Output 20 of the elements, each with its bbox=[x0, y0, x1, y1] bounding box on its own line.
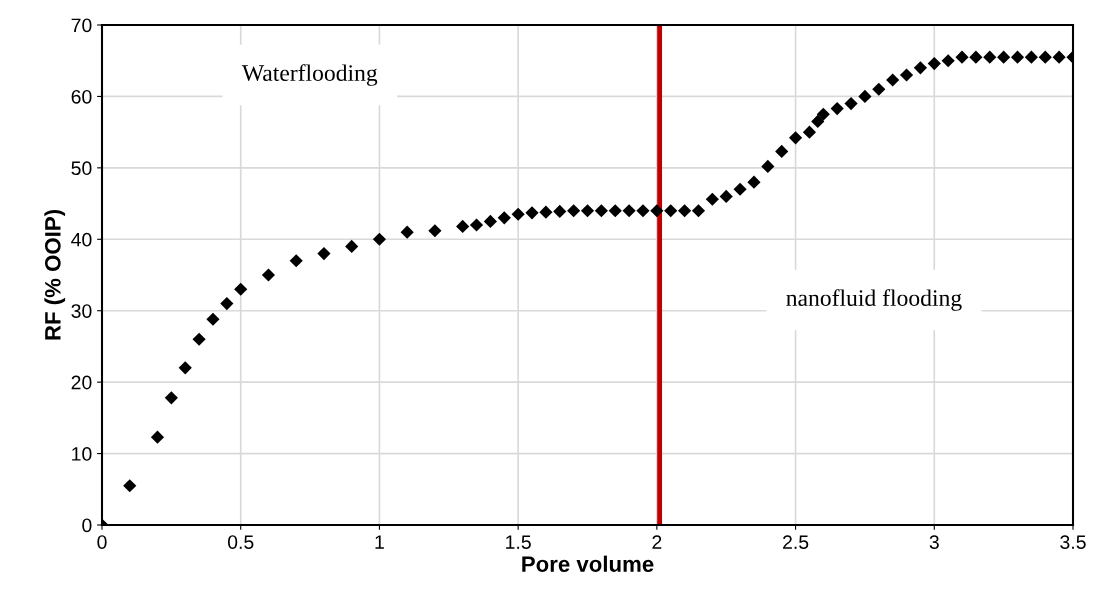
y-tick-label: 70 bbox=[71, 18, 92, 33]
y-tick-label: 40 bbox=[71, 232, 92, 247]
y-tick-label: 10 bbox=[72, 447, 92, 461]
y-axis-title: RF (% OOIP) bbox=[44, 210, 66, 340]
x-tick-label: 2.5 bbox=[783, 535, 809, 549]
annotation: nanofluid flooding bbox=[786, 289, 962, 311]
x-tick-label: 3.5 bbox=[1060, 535, 1086, 549]
y-tick-label: 60 bbox=[71, 89, 92, 104]
y-tick-label: 20 bbox=[71, 375, 92, 390]
x-tick-label: 1 bbox=[375, 535, 384, 549]
x-tick-label: 0.5 bbox=[227, 535, 254, 549]
x-tick-label: 2 bbox=[652, 535, 662, 549]
annotation: Waterflooding bbox=[241, 64, 378, 86]
x-axis-title: Pore volume bbox=[522, 555, 654, 572]
y-tick-label: 30 bbox=[71, 304, 92, 318]
y-tick-label: 0 bbox=[82, 518, 92, 533]
x-tick-label: 1.5 bbox=[506, 535, 531, 549]
x-tick-label: 0 bbox=[97, 535, 107, 549]
y-tick-label: 50 bbox=[71, 161, 92, 176]
x-tick-label: 3 bbox=[929, 535, 939, 549]
